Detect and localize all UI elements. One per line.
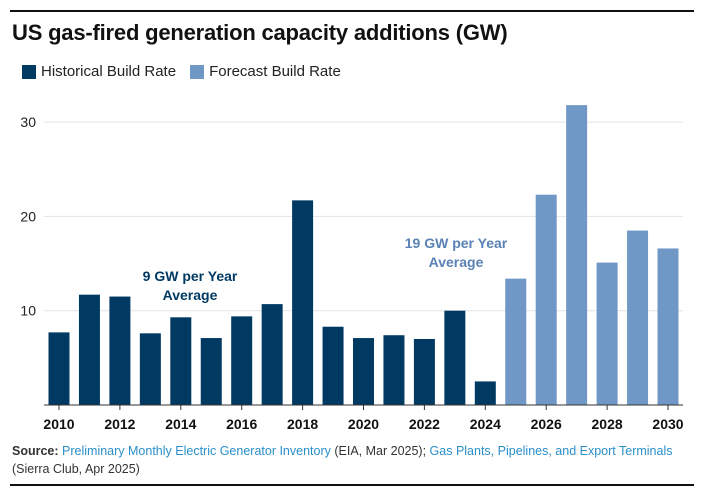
bar-2023 — [444, 310, 466, 405]
source-note: Source: Preliminary Monthly Electric Gen… — [12, 442, 702, 478]
x-tick-label: 2024 — [470, 416, 501, 432]
x-tick-label: 2020 — [348, 416, 379, 432]
bar-2020 — [353, 338, 374, 405]
top-rule — [10, 10, 694, 12]
x-tick-label: 2028 — [592, 416, 623, 432]
source-text: (EIA, Mar 2025); — [330, 444, 430, 458]
bar-2028 — [596, 262, 618, 405]
y-tick-label: 20 — [20, 208, 36, 224]
x-tick-label: 2012 — [104, 416, 135, 432]
bar-2014 — [170, 317, 192, 405]
x-tick-label: 2022 — [409, 416, 440, 432]
bar-2010 — [48, 332, 70, 405]
source-link-eia[interactable]: Preliminary Monthly Electric Generator I… — [62, 444, 331, 458]
legend: Historical Build Rate Forecast Build Rat… — [22, 63, 341, 80]
legend-label: Forecast Build Rate — [209, 63, 341, 80]
x-tick-label: 2018 — [287, 416, 318, 432]
bar-2016 — [231, 316, 253, 405]
bar-2024 — [474, 381, 496, 405]
source-text: (Sierra Club, Apr 2025) — [12, 462, 140, 476]
bar-2017 — [261, 304, 283, 405]
bar-2015 — [200, 338, 222, 405]
annotation-average: Average — [429, 254, 484, 270]
source-label: Source: — [12, 444, 59, 458]
bar-2011 — [78, 294, 100, 405]
y-tick-label: 10 — [20, 303, 36, 319]
bottom-rule — [10, 484, 694, 486]
x-tick-label: 2030 — [652, 416, 683, 432]
bar-2029 — [627, 230, 649, 405]
bar-2030 — [657, 248, 679, 405]
x-tick-label: 2016 — [226, 416, 257, 432]
x-tick-label: 2026 — [531, 416, 562, 432]
bar-2018 — [292, 200, 314, 405]
bar-2012 — [109, 296, 131, 405]
bar-2025 — [505, 278, 527, 405]
bar-2013 — [139, 333, 161, 405]
bar-2026 — [535, 194, 557, 405]
annotation-average: 9 GW per Year — [143, 268, 238, 284]
legend-label: Historical Build Rate — [41, 63, 177, 80]
legend-item-historical: Historical Build Rate — [22, 63, 176, 80]
legend-item-forecast: Forecast Build Rate — [190, 63, 341, 80]
bar-2027 — [566, 105, 588, 405]
chart-title: US gas-fired generation capacity additio… — [12, 20, 508, 45]
bar-2021 — [383, 335, 405, 405]
x-tick-label: 2014 — [165, 416, 196, 432]
bar-2022 — [413, 338, 435, 405]
annotation-average: Average — [163, 287, 218, 303]
y-tick-label: 30 — [20, 114, 36, 130]
legend-swatch-forecast — [190, 64, 205, 79]
legend-swatch-historical — [22, 64, 36, 79]
x-tick-label: 2010 — [43, 416, 74, 432]
bar-2019 — [322, 326, 344, 405]
annotation-average: 19 GW per Year — [405, 235, 508, 251]
source-link-sierra-club[interactable]: Gas Plants, Pipelines, and Export Termin… — [429, 444, 673, 458]
